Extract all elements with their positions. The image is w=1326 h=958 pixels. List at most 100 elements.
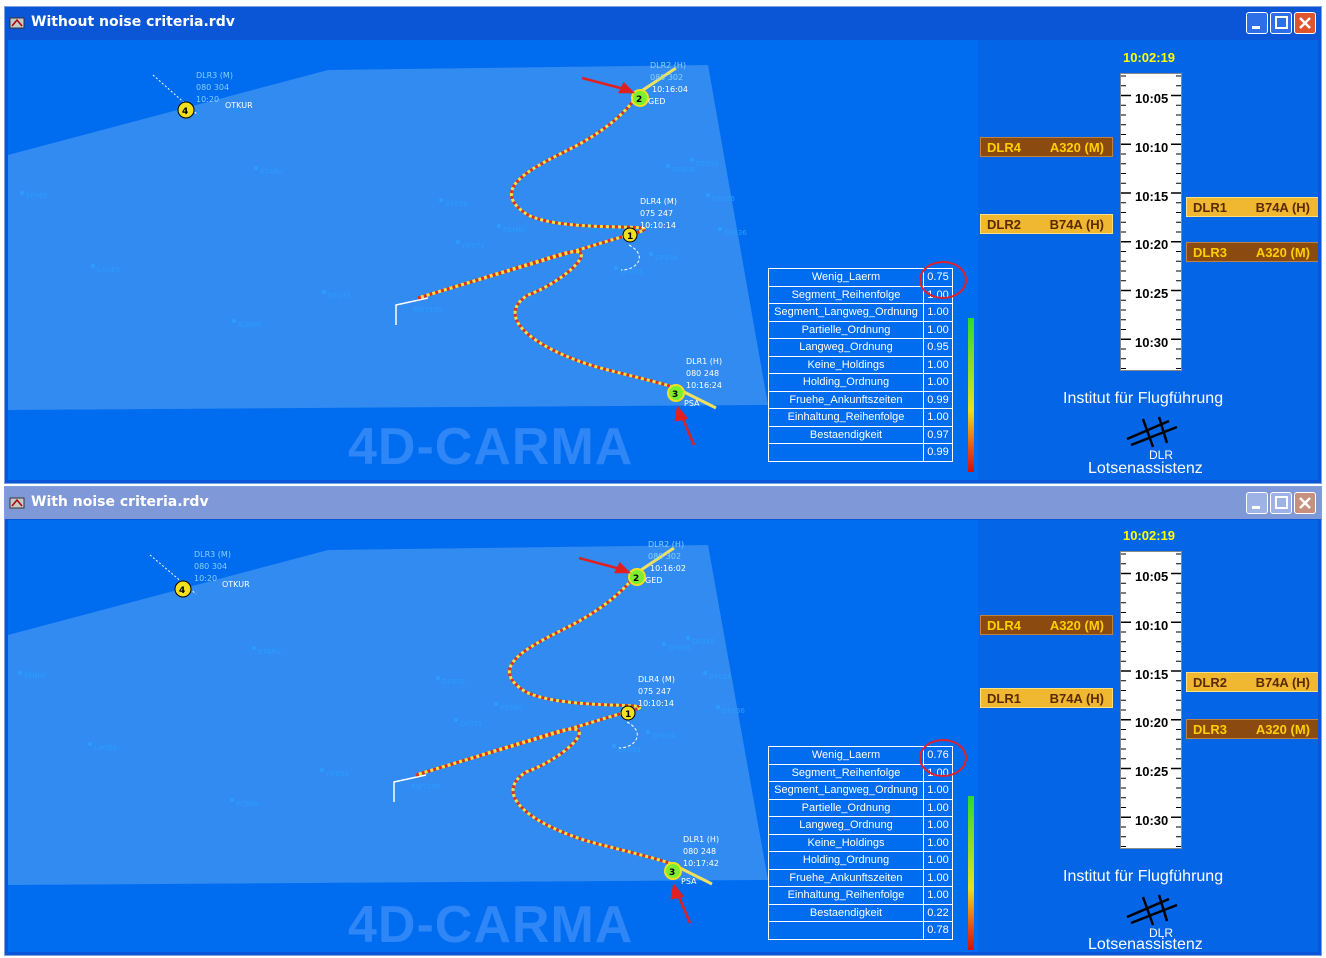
criteria-value: 1.00 — [923, 303, 953, 322]
timeline[interactable]: 10:05 10:10 10:15 10:20 10:25 10:30 — [1120, 551, 1182, 849]
waypoint-label: DF026 — [712, 195, 735, 203]
criteria-row: Holding_Ordnung 1.00 — [768, 373, 953, 392]
maximize-button[interactable] — [1270, 492, 1292, 514]
annotation-arrows — [578, 556, 692, 924]
label-dlr2-data: 080 302 — [650, 73, 683, 82]
titlebar[interactable]: Without noise criteria.rdv — [5, 7, 1321, 39]
criteria-row: Langweg_Ordnung 0.95 — [768, 338, 953, 357]
flight-tag-aircraft: B74A (H) — [1049, 691, 1104, 706]
lotsen-label: Lotsenassistenz — [1088, 936, 1203, 952]
criteria-row: Partielle_Ordnung 1.00 — [768, 320, 953, 339]
marker-dlr3: 4 — [174, 580, 192, 598]
trajectory-dlr1 — [417, 250, 677, 390]
radar-view[interactable]: ETARU EFINO LAGES DF035 ROKIM DF070 DF07… — [8, 40, 1318, 480]
timeline-label: 10:25 — [1135, 286, 1169, 301]
datablocks: DLR3 (M) 080 304 10:20 OTKUR DLR2 (H) 08… — [194, 540, 719, 886]
app-icon — [9, 15, 25, 31]
criteria-row: Keine_Holdings 1.00 — [768, 355, 953, 374]
criteria-name: Bestaendigkeit — [768, 425, 924, 444]
flight-tag-left[interactable]: DLR4 A320 (M) — [980, 137, 1113, 157]
waypoint-label: ETARU — [258, 648, 281, 656]
label-dlr2-time: 10:16:04 — [652, 85, 688, 94]
maximize-button[interactable] — [1270, 12, 1292, 34]
timeline-label: 10:30 — [1135, 813, 1169, 828]
close-button[interactable] — [1294, 12, 1316, 34]
window-without-noise[interactable]: Without noise criteria.rdv ETARU EFINO L… — [4, 6, 1322, 484]
waypoint-label: DF036 — [722, 707, 745, 715]
label-dlr4-id: DLR4 (M) — [640, 197, 677, 206]
criteria-table: Wenig_Laerm 0.76 Segment_Reihenfolge 1.00 … — [768, 746, 953, 940]
criteria-row: 0.78 — [768, 921, 953, 940]
window-with-noise[interactable]: With noise criteria.rdv ETARU EFINO LAGE… — [4, 486, 1322, 956]
radar-map[interactable]: ETARU EFINO LAGES DF035 ROKIM DF070 DF07… — [8, 40, 1318, 480]
close-button[interactable] — [1294, 492, 1316, 514]
radar-view[interactable]: ETARU EFINO LAGES DF035 ROKIM DF070 DF07… — [8, 520, 1318, 952]
timeline-label: 10:10 — [1135, 140, 1169, 155]
criteria-value: 0.99 — [923, 390, 953, 409]
timeline-label: 10:30 — [1135, 335, 1169, 350]
criteria-name: Partielle_Ordnung — [768, 320, 924, 339]
label-dlr3-data: 080 304 — [194, 562, 227, 571]
waypoint-label: DF036 — [724, 229, 747, 237]
svg-text:4: 4 — [179, 586, 185, 596]
radar-map[interactable]: ETARU EFINO LAGES DF035 ROKIM DF070 DF07… — [8, 520, 1318, 952]
svg-text:4: 4 — [182, 107, 188, 117]
criteria-name: Wenig_Laerm — [768, 746, 924, 765]
minimize-button[interactable] — [1246, 492, 1268, 514]
runway — [395, 297, 429, 325]
timeline[interactable]: 10:05 10:10 10:15 10:20 10:25 10:30 — [1120, 73, 1182, 371]
timeline-ticks — [1121, 75, 1181, 369]
flight-tag-right[interactable]: DLR1 B74A (H) — [1186, 197, 1318, 217]
label-dlr3-data: 080 304 — [196, 83, 229, 92]
criteria-name: Segment_Langweg_Ordnung — [768, 781, 924, 800]
timeline-label: 10:20 — [1135, 715, 1169, 730]
marker-dlr4: 1 — [620, 705, 636, 721]
criteria-name: Einhaltung_Reihenfolge — [768, 408, 924, 427]
criteria-value: 1.00 — [923, 851, 953, 870]
label-dlr3-time: 10:20 — [194, 574, 217, 583]
criteria-name: Holding_Ordnung — [768, 373, 924, 392]
waypoint-label: REMBI — [500, 704, 522, 712]
holding-dlr4 — [620, 244, 640, 271]
criteria-value: 1.00 — [923, 868, 953, 887]
institute-label: Institut für Flugführung — [1063, 390, 1224, 407]
marker-dlr3: 4 — [177, 101, 195, 119]
label-dlr1-id: DLR1 (H) — [686, 357, 722, 366]
flight-tag-left[interactable]: DLR1 B74A (H) — [980, 688, 1113, 708]
flight-tag-right[interactable]: DLR2 B74A (H) — [1186, 672, 1318, 692]
titlebar[interactable]: With noise criteria.rdv — [5, 487, 1321, 519]
flight-tag-right[interactable]: DLR3 A320 (M) — [1186, 719, 1318, 739]
marker-dlr2: 2 — [631, 89, 649, 107]
runway-label: RWY25R — [413, 306, 443, 314]
flight-tag-aircraft: B74A (H) — [1255, 200, 1310, 215]
waypoint-markers: ETARU EFINO LAGES DF035 ROKIM DF070 DF07… — [18, 636, 745, 808]
criteria-value: 1.00 — [923, 781, 953, 800]
flight-tag-aircraft: A320 (M) — [1049, 140, 1104, 155]
waypoint-label: DF016 — [692, 638, 715, 646]
runway — [393, 774, 427, 802]
criteria-row: Einhaltung_Reihenfolge 1.00 — [768, 886, 953, 905]
waypoint-label: DF026 — [709, 673, 732, 681]
label-dlr3-fix: OTKUR — [222, 580, 250, 589]
criteria-name: Segment_Langweg_Ordnung — [768, 303, 924, 322]
criteria-name: Fruehe_Ankunftszeiten — [768, 390, 924, 409]
flight-tag-left[interactable]: DLR2 B74A (H) — [980, 214, 1113, 234]
waypoint-label: DF006 — [672, 166, 695, 174]
label-dlr3-id: DLR3 (M) — [196, 71, 233, 80]
flight-tag-callsign: DLR1 — [1193, 200, 1227, 215]
svg-text:1: 1 — [627, 232, 633, 242]
minimize-button[interactable] — [1246, 12, 1268, 34]
label-dlr3-time: 10:20 — [196, 95, 219, 104]
svg-text:3: 3 — [669, 868, 675, 878]
label-dlr1-id: DLR1 (H) — [683, 835, 719, 844]
flight-tag-left[interactable]: DLR4 A320 (M) — [980, 615, 1113, 635]
waypoint-label: DF034 — [655, 254, 678, 262]
criteria-value: 1.00 — [923, 373, 953, 392]
waypoint-label: DF035 — [328, 292, 351, 300]
criteria-value: 1.00 — [923, 816, 953, 835]
watermark: 4D-CARMA — [348, 896, 634, 952]
window-title: Without noise criteria.rdv — [31, 14, 235, 30]
waypoint-label: DF034 — [652, 732, 675, 740]
label-dlr4-time: 10:10:14 — [640, 221, 676, 230]
flight-tag-right[interactable]: DLR3 A320 (M) — [1186, 242, 1318, 262]
